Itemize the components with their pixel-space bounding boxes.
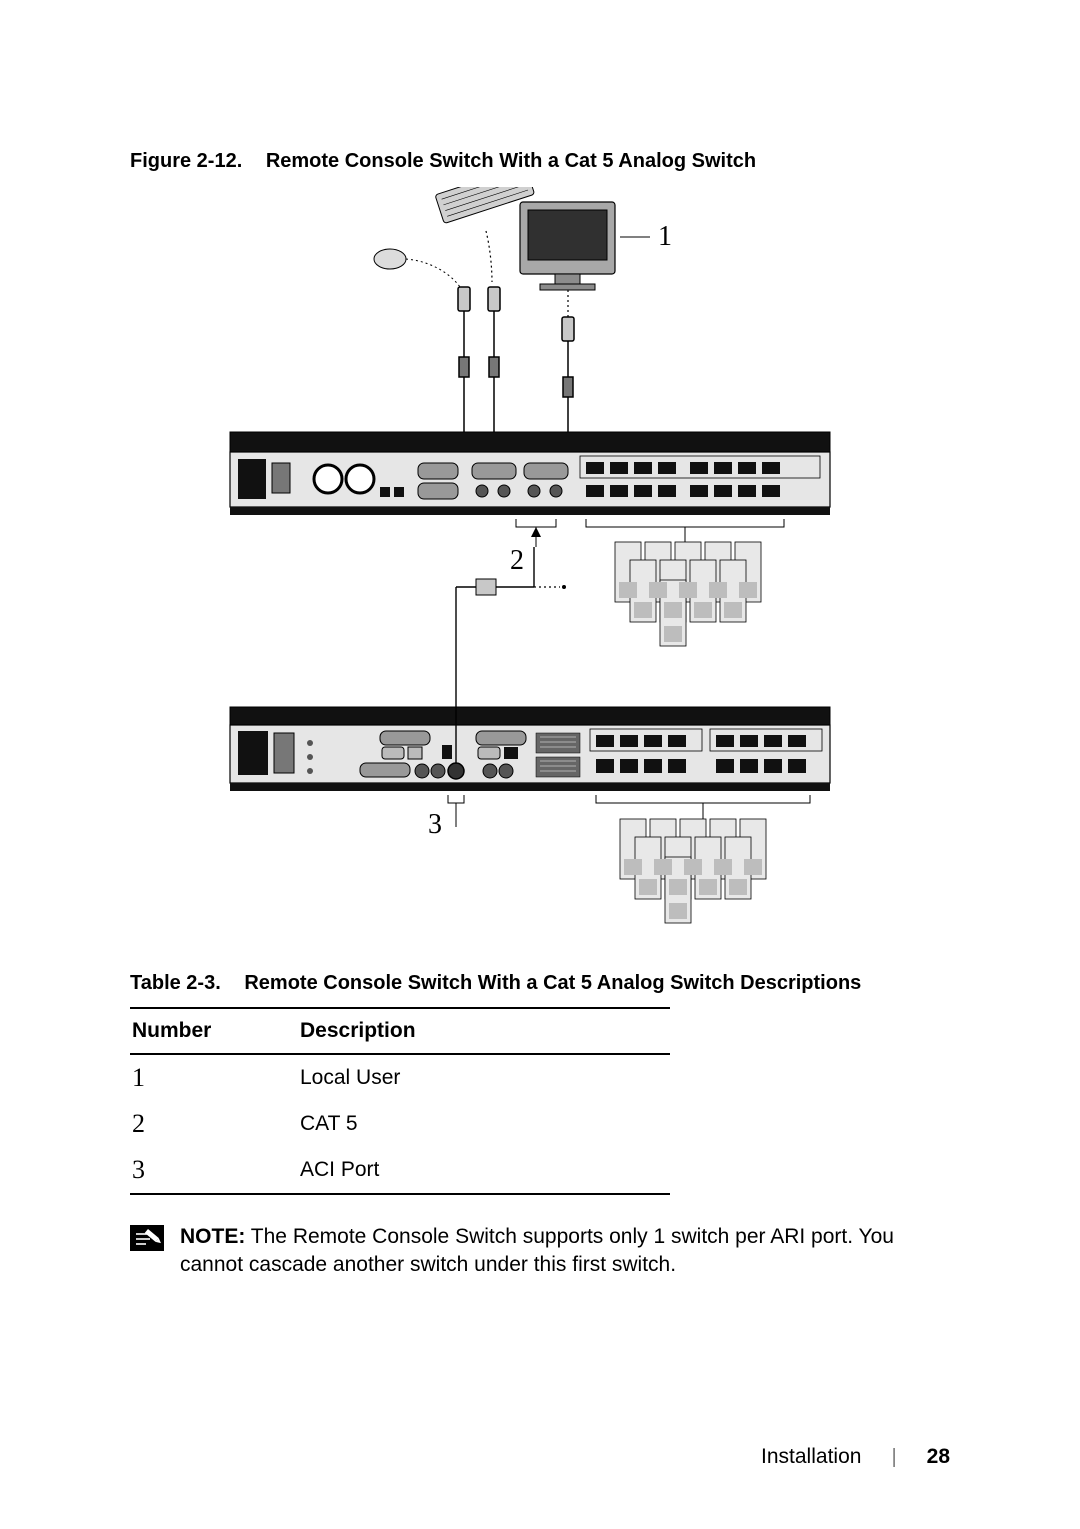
svg-text:1: 1 [658, 221, 672, 252]
cell-description: ACI Port [298, 1147, 670, 1194]
page-footer: Installation | 28 [761, 1445, 950, 1469]
cell-number: 1 [130, 1054, 298, 1101]
svg-text:2: 2 [510, 545, 524, 576]
footer-section: Installation [761, 1445, 861, 1469]
cell-description: Local User [298, 1054, 670, 1101]
table-row: 3 ACI Port [130, 1147, 670, 1194]
figure-diagram: 1 [220, 187, 860, 942]
cell-number: 3 [130, 1147, 298, 1194]
cell-number: 2 [130, 1101, 298, 1147]
note-block: NOTE: The Remote Console Switch supports… [130, 1223, 950, 1280]
footer-separator: | [891, 1446, 896, 1469]
svg-text:3: 3 [428, 809, 442, 840]
descriptions-table: Number Description 1 Local User 2 CAT 5 … [130, 1007, 670, 1195]
footer-page-number: 28 [927, 1445, 950, 1469]
page: Figure 2-12. Remote Console Switch With … [0, 0, 1080, 1529]
table-title: Remote Console Switch With a Cat 5 Analo… [244, 972, 861, 994]
table-header-row: Number Description [130, 1008, 670, 1054]
header-description: Description [298, 1008, 670, 1054]
figure-title: Remote Console Switch With a Cat 5 Analo… [266, 150, 756, 172]
note-label: NOTE: [180, 1225, 245, 1248]
figure-number: Figure 2-12. [130, 150, 242, 172]
header-number: Number [130, 1008, 298, 1054]
table-number: Table 2-3. [130, 972, 221, 994]
note-text: NOTE: The Remote Console Switch supports… [180, 1223, 950, 1280]
note-body: The Remote Console Switch supports only … [180, 1225, 894, 1276]
table-row: 1 Local User [130, 1054, 670, 1101]
table-caption: Table 2-3. Remote Console Switch With a … [130, 972, 950, 995]
table-row: 2 CAT 5 [130, 1101, 670, 1147]
cell-description: CAT 5 [298, 1101, 670, 1147]
pencil-note-icon [130, 1225, 164, 1251]
figure-caption: Figure 2-12. Remote Console Switch With … [130, 150, 950, 173]
